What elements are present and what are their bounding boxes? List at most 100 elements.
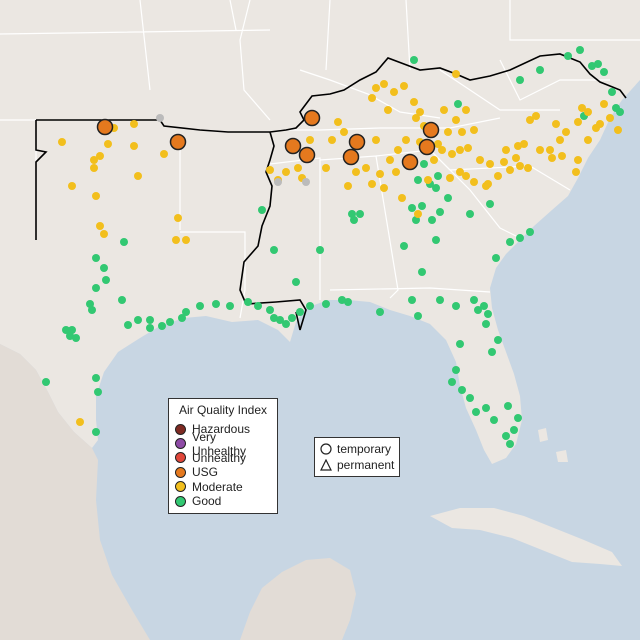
moderate-site-marker: [134, 172, 142, 180]
good-site-marker: [506, 440, 514, 448]
moderate-site-marker: [512, 154, 520, 162]
usg-site-marker: [418, 138, 436, 156]
good-site-marker: [456, 340, 464, 348]
legend-label: temporary: [337, 442, 392, 456]
hazardous-swatch: [175, 423, 186, 435]
good-site-marker: [146, 324, 154, 332]
good-site-marker: [306, 302, 314, 310]
moderate-site-marker: [600, 100, 608, 108]
good-site-marker: [94, 388, 102, 396]
triangle-outline-icon: [320, 459, 332, 471]
moderate-site-marker: [448, 150, 456, 158]
good-site-marker: [564, 52, 572, 60]
moderate-site-marker: [470, 126, 478, 134]
moderate-site-marker: [376, 170, 384, 178]
legend-item-permanent: permanent: [320, 457, 394, 473]
good-site-marker: [482, 320, 490, 328]
good-site-marker: [410, 56, 418, 64]
moderate-site-marker: [556, 136, 564, 144]
moderate-site-marker: [456, 168, 464, 176]
moderate-site-marker: [340, 128, 348, 136]
legend-item-good: Good: [175, 494, 271, 508]
good-site-marker: [466, 394, 474, 402]
good-site-marker: [212, 300, 220, 308]
moderate-site-marker: [344, 182, 352, 190]
good-site-marker: [482, 404, 490, 412]
good-site-marker: [472, 408, 480, 416]
moderate-site-marker: [386, 156, 394, 164]
good-site-marker: [432, 184, 440, 192]
moderate-site-marker: [380, 184, 388, 192]
yucatan-land: [240, 558, 356, 640]
moderate-site-marker: [352, 168, 360, 176]
good-site-marker: [616, 108, 624, 116]
legend-item-unhealthy: Unhealthy: [175, 451, 271, 465]
legend-item-very-unhealthy: Very Unhealthy: [175, 430, 271, 458]
good-site-marker: [454, 100, 462, 108]
legend-item-hazardous: Hazardous: [175, 422, 271, 436]
good-swatch: [175, 495, 186, 507]
good-site-marker: [506, 238, 514, 246]
good-site-marker: [196, 302, 204, 310]
moderate-site-marker: [470, 178, 478, 186]
moderate-site-marker: [524, 164, 532, 172]
good-site-marker: [448, 378, 456, 386]
usg-sites: [96, 109, 440, 171]
site-type-legend: temporary permanent: [314, 437, 400, 477]
usg-site-marker: [422, 121, 440, 139]
moderate-site-marker: [294, 164, 302, 172]
no-data-site-marker: [274, 178, 282, 186]
good-site-marker: [514, 414, 522, 422]
good-site-marker: [146, 316, 154, 324]
good-site-marker: [418, 268, 426, 276]
legend-item-moderate: Moderate: [175, 480, 271, 494]
good-site-marker: [420, 160, 428, 168]
good-site-marker: [350, 216, 358, 224]
moderate-site-marker: [552, 120, 560, 128]
moderate-site-marker: [452, 70, 460, 78]
good-site-marker: [444, 194, 452, 202]
moderate-site-marker: [92, 192, 100, 200]
moderate-site-marker: [614, 126, 622, 134]
moderate-site-marker: [90, 164, 98, 172]
moderate-site-marker: [68, 182, 76, 190]
usg-site-marker: [96, 118, 114, 136]
good-site-marker: [470, 296, 478, 304]
good-site-marker: [504, 402, 512, 410]
moderate-site-marker: [584, 108, 592, 116]
moderate-site-marker: [476, 156, 484, 164]
moderate-site-marker: [456, 146, 464, 154]
good-site-marker: [42, 378, 50, 386]
moderate-site-marker: [402, 136, 410, 144]
moderate-site-marker: [506, 166, 514, 174]
good-site-marker: [516, 76, 524, 84]
legend-label: Unhealthy: [192, 450, 247, 465]
moderate-site-marker: [584, 136, 592, 144]
good-site-marker: [178, 314, 186, 322]
good-site-marker: [418, 202, 426, 210]
good-site-marker: [414, 176, 422, 184]
good-site-marker: [158, 322, 166, 330]
moderate-site-marker: [362, 164, 370, 172]
moderate-site-marker: [328, 136, 336, 144]
moderate-site-marker: [172, 236, 180, 244]
good-site-marker: [432, 236, 440, 244]
moderate-site-marker: [130, 120, 138, 128]
moderate-site-marker: [424, 176, 432, 184]
usg-site-marker: [342, 148, 360, 166]
good-site-marker: [100, 264, 108, 272]
circle-outline-icon: [320, 443, 332, 455]
moderate-site-marker: [462, 106, 470, 114]
very-unhealthy-swatch: [175, 438, 186, 450]
moderate-site-marker: [440, 106, 448, 114]
good-site-marker: [92, 428, 100, 436]
good-site-marker: [292, 278, 300, 286]
moderate-site-marker: [100, 230, 108, 238]
good-site-marker: [376, 308, 384, 316]
good-site-marker: [72, 334, 80, 342]
moderate-site-marker: [282, 168, 290, 176]
moderate-site-marker: [96, 222, 104, 230]
good-site-marker: [408, 204, 416, 212]
good-site-marker: [124, 321, 132, 329]
good-site-marker: [282, 320, 290, 328]
